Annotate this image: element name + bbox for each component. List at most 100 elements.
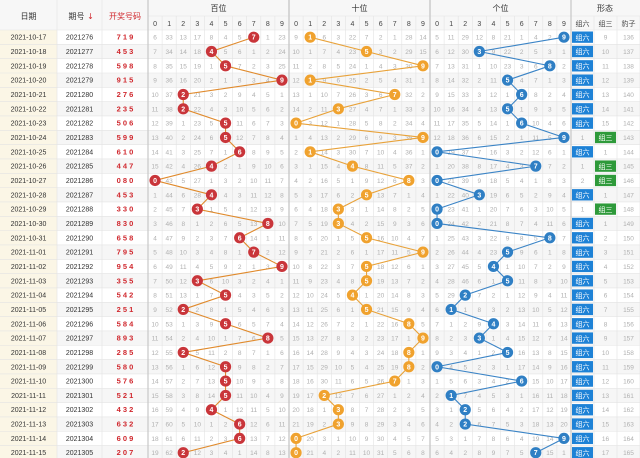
miss-count: 32: [405, 92, 413, 99]
miss-count: 33: [405, 106, 413, 113]
miss-count: 8: [365, 164, 369, 171]
miss-count: 4: [365, 364, 369, 371]
row-stripe: [57, 216, 640, 231]
miss-count: 23: [278, 35, 286, 42]
miss-count: 8: [534, 278, 538, 285]
miss-count: 1: [238, 450, 242, 457]
row-date: 2021-10-29: [11, 207, 47, 214]
digit-ball: [177, 88, 189, 101]
digit-ball-label: 4: [491, 264, 495, 271]
miss-count: 39: [166, 121, 174, 128]
miss-count: 6: [224, 221, 228, 228]
miss-count: 18: [560, 393, 568, 400]
miss-count: 5: [421, 407, 425, 414]
row-issue: 2021298: [66, 350, 93, 357]
form-badge-label: 组六: [576, 305, 590, 314]
digit-ball: [389, 88, 401, 101]
miss-count: 4: [407, 235, 411, 242]
row-draw-numbers: 5 2 1: [117, 391, 134, 400]
miss-count: 1: [351, 307, 355, 314]
header-form-col: 组三: [599, 19, 613, 28]
miss-count: 4: [520, 178, 524, 185]
miss-count: 17: [377, 250, 385, 257]
miss-count: 22: [349, 35, 357, 42]
miss-count: 3: [308, 121, 312, 128]
form-badge-label: 组六: [576, 391, 590, 400]
digit-ball: [544, 60, 556, 72]
miss-count: 7: [294, 221, 298, 228]
form-badge-label: 组六: [576, 61, 590, 70]
miss-count: 4: [181, 164, 185, 171]
miss-count: 3: [337, 35, 341, 42]
miss-count: 12: [292, 78, 300, 85]
miss-count: 12: [236, 407, 244, 414]
miss-count: 5: [238, 35, 242, 42]
digit-ball-label: 7: [534, 450, 538, 457]
miss-count: 2: [520, 407, 524, 414]
miss-count: 28: [194, 192, 202, 199]
miss-count: 13: [180, 293, 188, 300]
miss-count: 5: [351, 235, 355, 242]
miss-count: 7: [322, 49, 326, 56]
miss-count: 6: [266, 106, 270, 113]
miss-count: 7: [280, 364, 284, 371]
header-digit-tick: 6: [238, 21, 242, 28]
miss-count: 1: [492, 278, 496, 285]
row-date: 2021-11-09: [11, 364, 46, 371]
miss-count: 13: [250, 221, 258, 228]
row-stripe: [57, 130, 640, 145]
form-badge-label: 组三: [599, 162, 613, 171]
miss-count: 12: [278, 250, 286, 257]
miss-count: 29: [448, 293, 456, 300]
miss-count: 4: [308, 207, 312, 214]
miss-count: 6: [308, 235, 312, 242]
miss-count: 1: [520, 35, 524, 42]
digit-ball-label: 8: [407, 350, 411, 357]
row-issue: 2021297: [66, 336, 93, 343]
miss-count: 5: [407, 436, 411, 443]
row-issue: 2021279: [66, 78, 93, 85]
miss-count: 5: [520, 192, 524, 199]
header-digit-tick: 4: [350, 21, 354, 28]
row-date: 2021-11-13: [11, 422, 46, 429]
miss-count: 7: [238, 63, 242, 70]
miss-count: 3: [421, 293, 425, 300]
miss-count: 3: [520, 63, 524, 70]
form-miss-count: 2: [604, 235, 608, 242]
digit-ball: [403, 346, 415, 359]
digit-ball-label: 9: [562, 35, 566, 42]
miss-count: 51: [166, 293, 174, 300]
header-digit-tick: 7: [393, 21, 397, 28]
miss-count: 1: [294, 135, 298, 142]
digit-ball-label: 9: [280, 264, 284, 271]
digit-ball: [501, 246, 514, 258]
miss-count: 10: [194, 422, 202, 429]
form-badge-label: 组六: [576, 434, 590, 443]
miss-count: 34: [462, 106, 470, 113]
form-miss-count: 12: [602, 78, 610, 85]
digit-ball-label: 5: [224, 379, 228, 386]
digit-ball: [290, 447, 302, 458]
miss-count: 7: [534, 264, 538, 271]
miss-count: 20: [560, 422, 568, 429]
miss-count: 25: [194, 149, 202, 156]
row-draw-numbers: 4 4 7: [117, 162, 134, 171]
miss-count: 2: [421, 164, 425, 171]
row-stripe: [57, 187, 640, 202]
miss-count: 4: [238, 207, 242, 214]
form-miss-count: 161: [623, 393, 634, 400]
miss-count: 5: [365, 121, 369, 128]
row-draw-numbers: 6 5 8: [117, 233, 134, 242]
form-miss-count: 141: [623, 106, 634, 113]
miss-count: 2: [181, 135, 185, 142]
digit-ball-label: 5: [506, 250, 510, 257]
miss-count: 4: [520, 436, 524, 443]
digit-ball-label: 0: [294, 121, 298, 128]
digit-ball-label: 3: [477, 336, 481, 343]
miss-count: 62: [166, 450, 174, 457]
miss-count: 25: [349, 78, 357, 85]
digit-ball-label: 2: [463, 293, 467, 300]
form-badge: [572, 289, 593, 301]
miss-count: 5: [294, 192, 298, 199]
miss-count: 6: [478, 135, 482, 142]
